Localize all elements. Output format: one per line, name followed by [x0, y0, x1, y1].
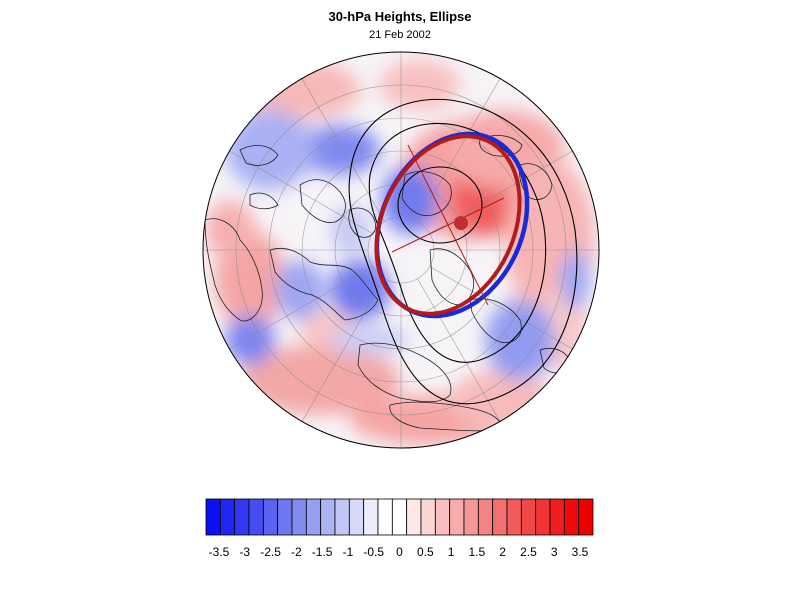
colorbar-swatch [563, 498, 580, 536]
colorbar-swatch [219, 498, 236, 536]
colorbar-tick-label: -3 [239, 545, 250, 559]
colorbar-swatch [506, 498, 522, 536]
colorbar-swatch [391, 498, 408, 536]
colorbar-swatch [434, 498, 451, 536]
colorbar-tick-label: 1.5 [469, 545, 486, 559]
figure-title: 30-hPa Heights, Ellipse [328, 9, 472, 24]
meridian-line [300, 278, 385, 424]
colorbar-swatch [291, 498, 307, 536]
colorbar-tick-label: -2 [291, 545, 302, 559]
colorbar-swatch [363, 498, 379, 536]
figure-subtitle: 21 Feb 2002 [369, 29, 431, 41]
colorbar-tick-label: -1.5 [312, 545, 333, 559]
colorbar-swatch [477, 498, 494, 536]
colorbar-tick-label: 3.5 [572, 545, 589, 559]
colorbar-swatch [406, 498, 422, 536]
colorbar-swatch [305, 498, 322, 536]
meridian-line [417, 278, 502, 424]
graticule [203, 52, 599, 448]
colorbar-swatch [420, 498, 436, 536]
colorbar-swatch [535, 498, 551, 536]
colorbar-swatch [520, 498, 537, 536]
colorbar-tick-label: -1 [343, 545, 354, 559]
colorbar-tick-label: 0.5 [417, 545, 434, 559]
colorbar-swatch [205, 498, 221, 536]
colorbar-swatch [248, 498, 264, 536]
colorbar-swatch [277, 498, 293, 536]
colorbar-tick-label: 2 [499, 545, 506, 559]
height-anomaly-field [203, 52, 599, 448]
colorbar-swatch [578, 498, 594, 536]
height-contours [348, 98, 578, 405]
meridian-line [417, 76, 502, 222]
colorbar-swatch [348, 498, 365, 536]
meridian-line [227, 266, 373, 351]
colorbar-swatch [334, 498, 350, 536]
meridian-line [429, 266, 575, 351]
colorbar-swatch [463, 498, 479, 536]
colorbar-tick-label: 0 [396, 545, 403, 559]
colorbar-swatch [234, 498, 250, 536]
colorbar-tick-label: 2.5 [520, 545, 537, 559]
colorbar-tick-label: -2.5 [260, 545, 281, 559]
map-boundary [202, 51, 600, 449]
colorbar-swatch [449, 498, 465, 536]
vortex-ellipses [374, 131, 530, 319]
colorbar-tick-label: -0.5 [363, 545, 384, 559]
colorbar-swatch [262, 498, 279, 536]
colorbar-swatch [492, 498, 508, 536]
colorbar-tick-label: 1 [448, 545, 455, 559]
colorbar-swatch [377, 498, 393, 536]
colorbar-tick-label: 3 [551, 545, 558, 559]
colorbar-swatch [549, 498, 565, 536]
meridian-line [227, 149, 373, 234]
colorbar-tick-label: -3.5 [209, 545, 230, 559]
colorbar-swatch [320, 498, 336, 536]
